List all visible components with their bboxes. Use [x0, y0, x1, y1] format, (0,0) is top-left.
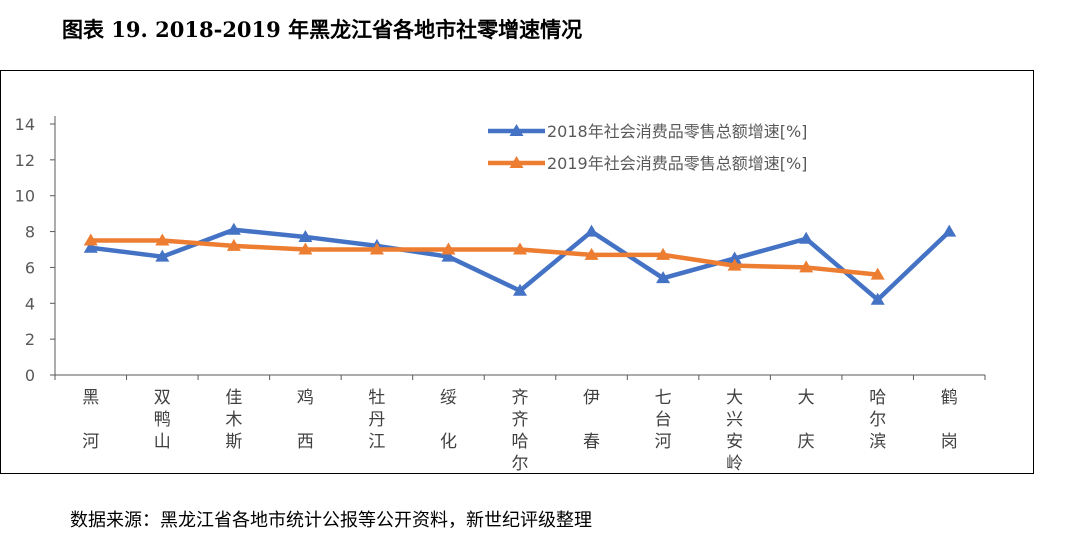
series-line-2	[90, 238, 878, 277]
series-2-point	[83, 233, 98, 246]
series-1-point	[298, 229, 313, 242]
series-1-point	[870, 292, 885, 305]
series-1-point	[727, 251, 742, 264]
x-category-label: 鹤岗	[941, 388, 958, 452]
series-2-point	[226, 238, 241, 251]
legend-label-2: 2019年社会消费品零售总额增速[%]	[547, 154, 807, 173]
x-category-label: 大兴安岭	[726, 388, 743, 474]
x-category-label: 齐齐哈尔	[512, 388, 529, 474]
legend-marker-1	[509, 124, 524, 136]
x-category-label: 七台河	[655, 388, 672, 452]
x-category-label: 伊春	[583, 388, 600, 452]
series-1-point	[83, 240, 98, 253]
y-tick-label: 12	[15, 151, 35, 170]
series-1-point	[155, 249, 170, 262]
x-category-label: 绥化	[440, 388, 457, 452]
series-2-point	[441, 242, 456, 255]
legend-marker-2	[509, 156, 524, 168]
series-1-point	[513, 283, 527, 296]
series-2-point	[513, 242, 527, 255]
series-1-point	[799, 231, 814, 244]
series-2-point	[727, 258, 742, 271]
y-tick-label: 8	[25, 223, 35, 242]
x-category-label: 鸡西	[297, 388, 314, 452]
y-tick-label: 14	[15, 115, 35, 134]
y-tick-label: 6	[25, 258, 35, 277]
x-category-label: 哈尔滨	[869, 388, 886, 452]
source-note: 数据来源：黑龙江省各地市统计公报等公开资料，新世纪评级整理	[70, 510, 592, 531]
series-2-point	[298, 242, 313, 255]
series-1-point	[584, 224, 599, 237]
y-tick-label: 2	[25, 330, 35, 349]
x-category-label: 黑河	[82, 388, 99, 452]
series-2-point	[155, 233, 170, 246]
chart-title: 图表 19. 2018-2019 年黑龙江省各地市社零增速情况	[62, 17, 583, 42]
y-tick-label: 0	[25, 366, 35, 385]
chart-frame	[0, 70, 1034, 474]
series-1-point	[656, 271, 671, 284]
x-category-label: 双鸭山	[154, 388, 171, 452]
legend-label-1: 2018年社会消费品零售总额增速[%]	[547, 122, 807, 141]
series-1-point	[441, 249, 456, 262]
y-tick-label: 4	[25, 294, 35, 313]
x-category-label: 大庆	[798, 388, 815, 452]
series-2-point	[656, 247, 671, 260]
series-1-point	[226, 222, 241, 235]
series-1-point	[942, 224, 957, 237]
series-2-point	[799, 260, 814, 273]
series-2-point	[584, 247, 599, 260]
x-category-label: 佳木斯	[225, 388, 242, 452]
y-tick-label: 10	[15, 187, 35, 206]
series-2-point	[369, 242, 384, 255]
series-2-point	[870, 267, 885, 280]
x-category-label: 牡丹江	[368, 388, 385, 452]
